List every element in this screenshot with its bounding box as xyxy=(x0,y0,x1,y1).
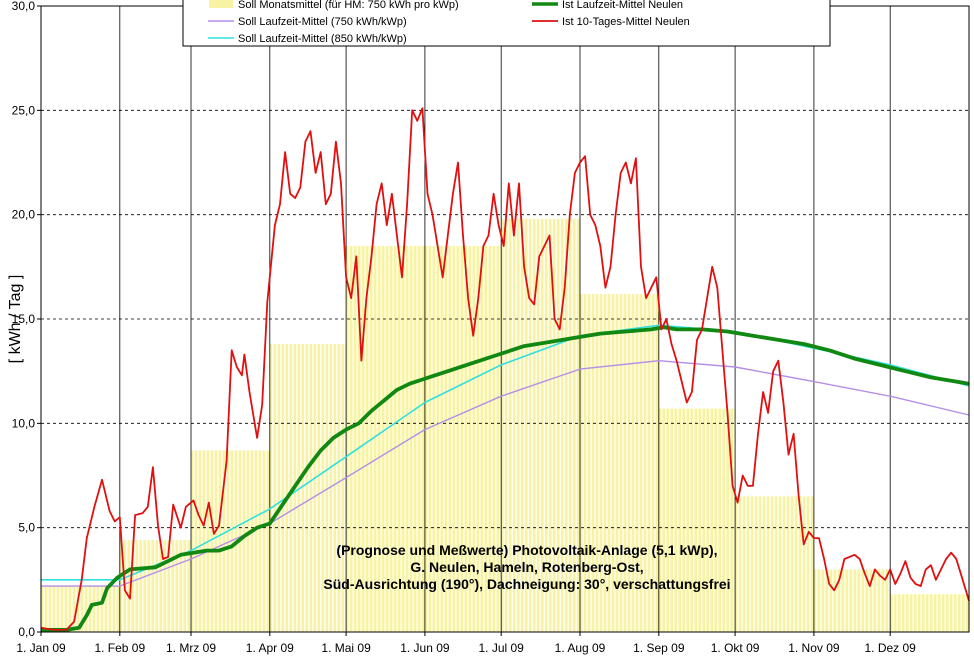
y-axis-label: [ kWh / Tag ] xyxy=(7,275,24,364)
x-tick-label: 1. Okt 09 xyxy=(711,641,760,655)
info-line-1: (Prognose und Meßwerte) Photovoltaik-Anl… xyxy=(336,542,717,558)
x-tick-label: 1. Jan 09 xyxy=(16,641,66,655)
info-line-3: Süd-Ausrichtung (190°), Dachneigung: 30°… xyxy=(323,576,730,592)
x-tick-label: 1. Nov 09 xyxy=(788,641,840,655)
legend-label-ist-laufzeit: Ist Laufzeit-Mittel Neulen xyxy=(562,0,683,11)
y-axis-ticks: 0,0 5,0 10,0 15,0 20,0 25,0 30,0 xyxy=(12,0,41,639)
legend-label-monthly: Soll Monatsmittel (für HM: 750 kWh pro k… xyxy=(238,0,459,11)
x-tick-label: 1. Sep 09 xyxy=(633,641,685,655)
x-tick-label: 1. Mai 09 xyxy=(321,641,371,655)
y-tick-label: 20,0 xyxy=(12,208,36,222)
info-line-2: G. Neulen, Hameln, Rotenberg-Ost, xyxy=(410,559,643,575)
legend-label-ist-10tage: Ist 10-Tages-Mittel Neulen xyxy=(562,16,690,28)
legend: Soll Monatsmittel (für HM: 750 kWh pro k… xyxy=(182,0,831,47)
y-tick-label: 5,0 xyxy=(18,521,35,535)
info-text: (Prognose und Meßwerte) Photovoltaik-Anl… xyxy=(323,542,730,592)
legend-label-soll-850: Soll Laufzeit-Mittel (850 kWh/kWp) xyxy=(238,33,407,45)
series-line-soll-laufzeit-mittel-750-kwh-kwp xyxy=(41,360,970,587)
series-line-ist-10-tages-mittel-neulen xyxy=(40,107,970,631)
x-tick-label: 1. Jul 09 xyxy=(478,641,524,655)
series-line-ist-laufzeit-mittel-neulen xyxy=(41,325,970,632)
x-tick-label: 1. Dez 09 xyxy=(864,641,916,655)
monthly-bars xyxy=(41,218,969,633)
y-tick-label: 30,0 xyxy=(12,0,36,13)
y-tick-label: 10,0 xyxy=(12,416,36,430)
x-axis-ticks: 1. Jan 09 1. Feb 09 1. Mrz 09 1. Apr 09 1. M… xyxy=(16,632,916,655)
y-tick-label: 15,0 xyxy=(12,312,36,326)
y-tick-label: 25,0 xyxy=(12,103,36,117)
legend-box xyxy=(182,0,831,47)
x-tick-label: 1. Jun 09 xyxy=(400,641,450,655)
series-lines xyxy=(40,107,970,632)
x-tick-label: 1. Aug 09 xyxy=(555,641,606,655)
x-tick-label: 1. Apr 09 xyxy=(246,641,294,655)
y-tick-label: 0,0 xyxy=(18,625,35,639)
legend-swatch-monthly xyxy=(209,0,233,8)
x-tick-label: 1. Feb 09 xyxy=(94,641,145,655)
legend-label-soll-750: Soll Laufzeit-Mittel (750 kWh/kWp) xyxy=(238,16,407,28)
x-tick-label: 1. Mrz 09 xyxy=(166,641,216,655)
